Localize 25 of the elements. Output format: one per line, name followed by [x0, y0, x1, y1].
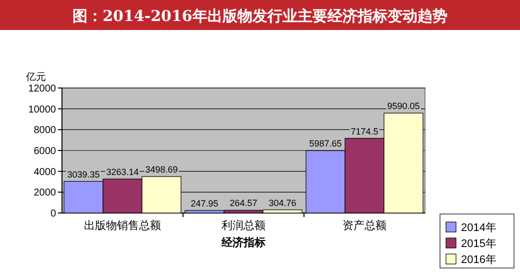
- x-axis-title: 经济指标: [220, 236, 266, 249]
- y-tick-label: 12000: [28, 84, 56, 94]
- y-tick-label: 0: [50, 208, 56, 220]
- legend-label: 2015年: [461, 238, 496, 250]
- y-axis-title: 亿元: [25, 72, 46, 83]
- y-tick-label: 8000: [34, 125, 56, 136]
- data-label: 5987.65: [309, 138, 342, 149]
- data-label: 9590.05: [387, 101, 420, 112]
- x-tick-label: 出版物销售总额: [84, 219, 161, 232]
- y-tick-label: 2000: [34, 188, 56, 199]
- x-tick-label: 利润总额: [222, 219, 266, 232]
- data-label: 3039.35: [67, 169, 100, 180]
- y-tick-label: 6000: [34, 146, 56, 157]
- data-label: 304.76: [268, 198, 296, 208]
- y-tick-label: 4000: [34, 166, 56, 178]
- x-tick-label: 资产总额: [342, 219, 386, 232]
- data-label: 247.95: [190, 198, 218, 208]
- data-label: 264.57: [230, 198, 258, 208]
- chart-title: 图：2014-2016年出版物发行业主要经济指标变动趋势: [72, 7, 448, 25]
- legend-label: 2014年: [461, 222, 496, 234]
- y-tick-label: 10000: [28, 104, 56, 116]
- data-label: 3498.69: [145, 164, 178, 175]
- data-label: 7174.5: [350, 126, 378, 136]
- data-label: 3263.14: [106, 167, 139, 178]
- legend-label: 2016年: [461, 254, 496, 266]
